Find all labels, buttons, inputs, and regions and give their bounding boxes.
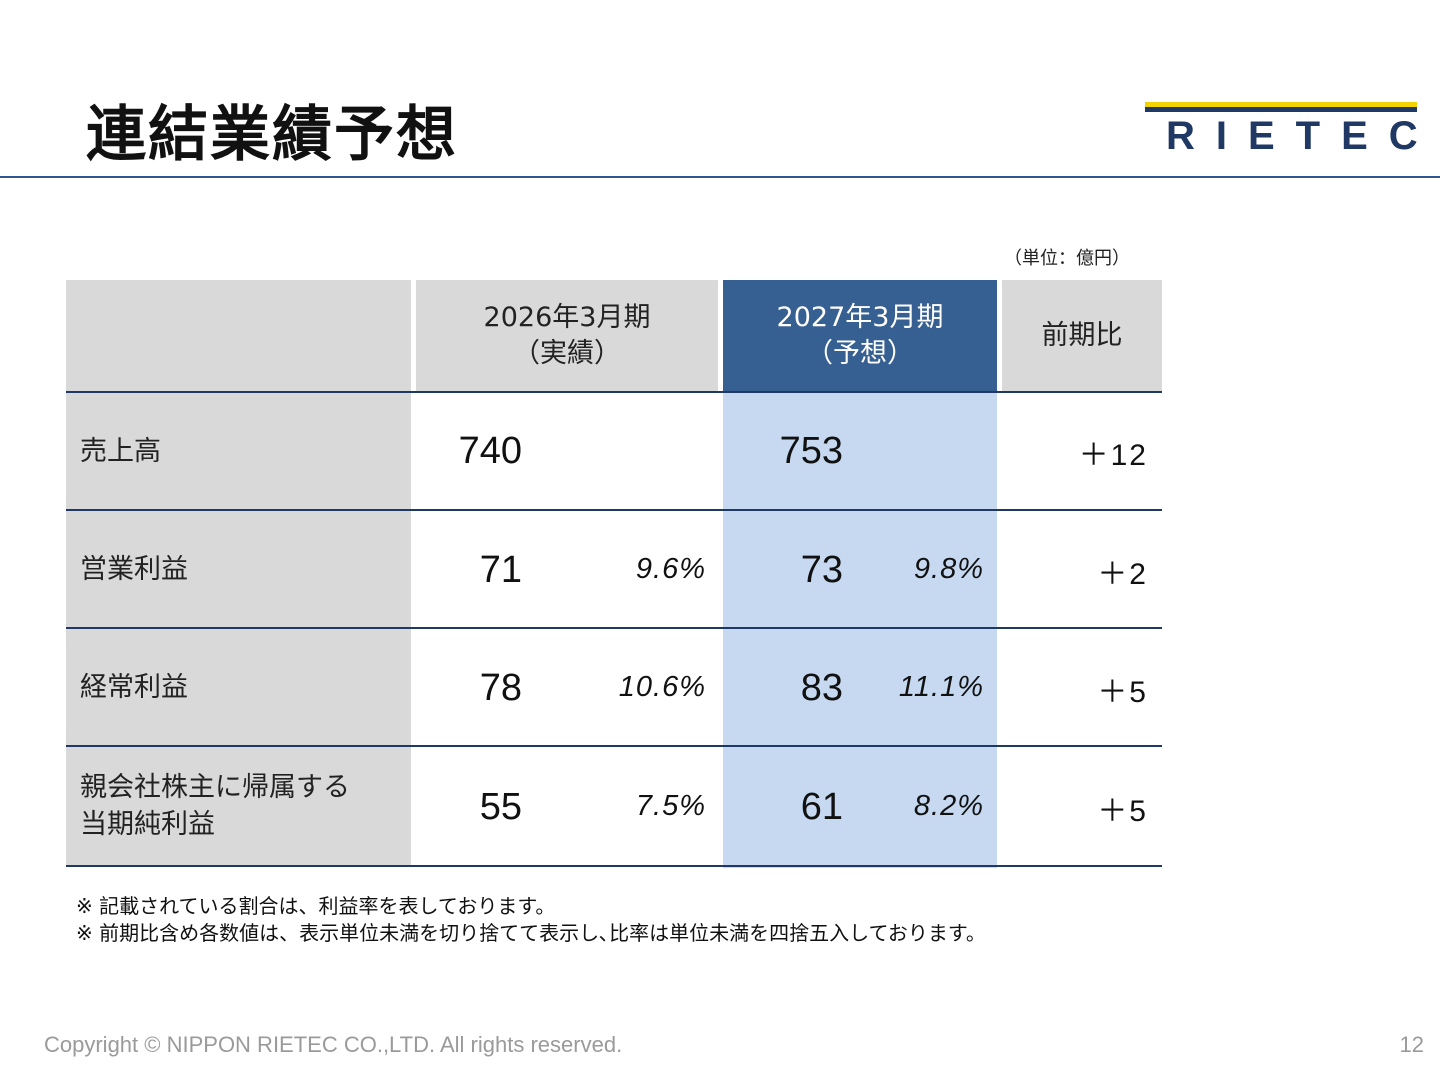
sales-actual-value: 740 xyxy=(458,430,522,472)
row-label-operating-profit: 営業利益 xyxy=(66,510,411,628)
logo-navy-bar xyxy=(1145,107,1417,112)
row-label-text: 経常利益 xyxy=(80,671,188,703)
operating-profit-forecast-margin: 9.8% xyxy=(913,553,984,585)
header-forecast-line2: （予想） xyxy=(806,338,914,369)
header-change: 前期比 xyxy=(1002,280,1162,392)
operating-profit-actual-value: 71 xyxy=(479,549,522,591)
footnote-2: ※ 前期比含め各数値は、表示単位未満を切り捨てて表示し､比率は単位未満を四捨五入… xyxy=(76,921,986,945)
table-rule xyxy=(66,391,1162,393)
ordinary-profit-actual-value: 78 xyxy=(479,667,522,709)
page-number: 12 xyxy=(1399,1032,1424,1057)
table-rule xyxy=(66,865,1162,867)
table-rule xyxy=(66,745,1162,747)
row-label-sales: 売上高 xyxy=(66,392,411,510)
ordinary-profit-forecast-value: 83 xyxy=(800,667,843,709)
header-actual-line2: （実績） xyxy=(513,338,621,369)
net-income-forecast-value: 61 xyxy=(800,786,843,828)
row-label-text-line1: 親会社株主に帰属する xyxy=(80,772,350,803)
header-corner-cell xyxy=(66,280,411,392)
sales-forecast-value: 753 xyxy=(779,430,843,472)
unit-note: （単位：億円） xyxy=(1004,248,1130,269)
operating-profit-change-value: ＋2 xyxy=(1097,558,1148,591)
operating-profit-forecast-value: 73 xyxy=(800,549,843,591)
title-divider xyxy=(0,176,1440,178)
header-forecast-line1: 2027年3月期 xyxy=(776,302,944,333)
row-label-text: 売上高 xyxy=(80,435,161,467)
net-income-actual-value: 55 xyxy=(479,786,522,828)
logo-text: RIETEC xyxy=(1166,114,1439,158)
ordinary-profit-change-value: ＋5 xyxy=(1097,676,1148,709)
row-label-text-line2: 当期純利益 xyxy=(80,809,215,840)
net-income-actual-margin: 7.5% xyxy=(635,790,706,822)
row-label-text: 営業利益 xyxy=(80,553,188,585)
header-forecast: 2027年3月期 （予想） xyxy=(723,280,997,392)
row-label-ordinary-profit: 経常利益 xyxy=(66,628,411,746)
logo-yellow-bar xyxy=(1145,102,1417,107)
row-label-net-income: 親会社株主に帰属する 当期純利益 xyxy=(66,746,411,866)
sales-change-value: ＋12 xyxy=(1078,439,1148,472)
page-title: 連結業績予想 xyxy=(86,100,458,170)
operating-profit-actual-margin: 9.6% xyxy=(635,553,706,585)
table-rule xyxy=(66,627,1162,629)
ordinary-profit-forecast-margin: 11.1% xyxy=(898,671,984,703)
net-income-change-value: ＋5 xyxy=(1097,795,1148,828)
header-actual-line1: 2026年3月期 xyxy=(483,302,651,333)
table-rule xyxy=(66,509,1162,511)
copyright-footer: Copyright © NIPPON RIETEC CO.,LTD. All r… xyxy=(44,1032,623,1057)
header-change-label: 前期比 xyxy=(1041,320,1123,351)
footnotes: ※ 記載されている割合は、利益率を表しております。 ※ 前期比含め各数値は、表示… xyxy=(76,893,986,947)
footnote-1: ※ 記載されている割合は、利益率を表しております。 xyxy=(76,894,556,918)
forecast-table: 2026年3月期 （実績） 2027年3月期 （予想） 前期比 売上高 営業利益… xyxy=(66,280,1164,868)
forecast-column-bg xyxy=(723,392,997,868)
rietec-logo: RIETEC xyxy=(1145,102,1439,158)
header-actual: 2026年3月期 （実績） xyxy=(416,280,718,392)
net-income-forecast-margin: 8.2% xyxy=(913,790,984,822)
ordinary-profit-actual-margin: 10.6% xyxy=(618,671,706,703)
